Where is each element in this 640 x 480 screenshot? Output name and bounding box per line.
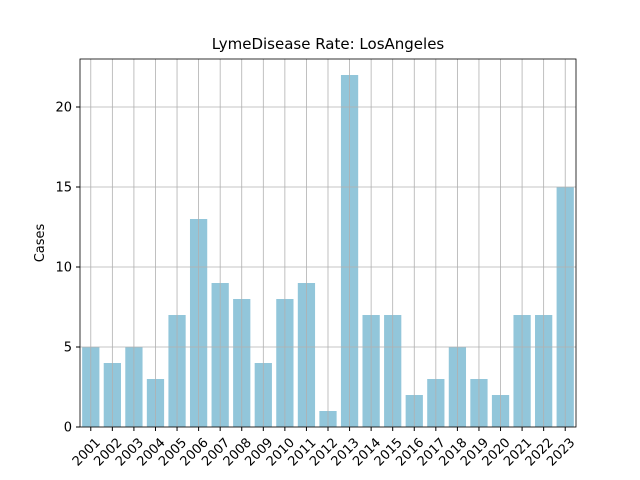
y-tick-label: 5	[64, 341, 72, 356]
y-tick-label: 20	[55, 101, 72, 116]
y-tick-label: 15	[55, 181, 72, 196]
plot-frame	[79, 58, 577, 428]
y-tick-label: 0	[64, 421, 72, 436]
chart-title: LymeDisease Rate: LosAngeles	[212, 35, 445, 53]
y-tick-label: 10	[55, 261, 72, 276]
y-axis-label: Cases	[33, 223, 48, 262]
